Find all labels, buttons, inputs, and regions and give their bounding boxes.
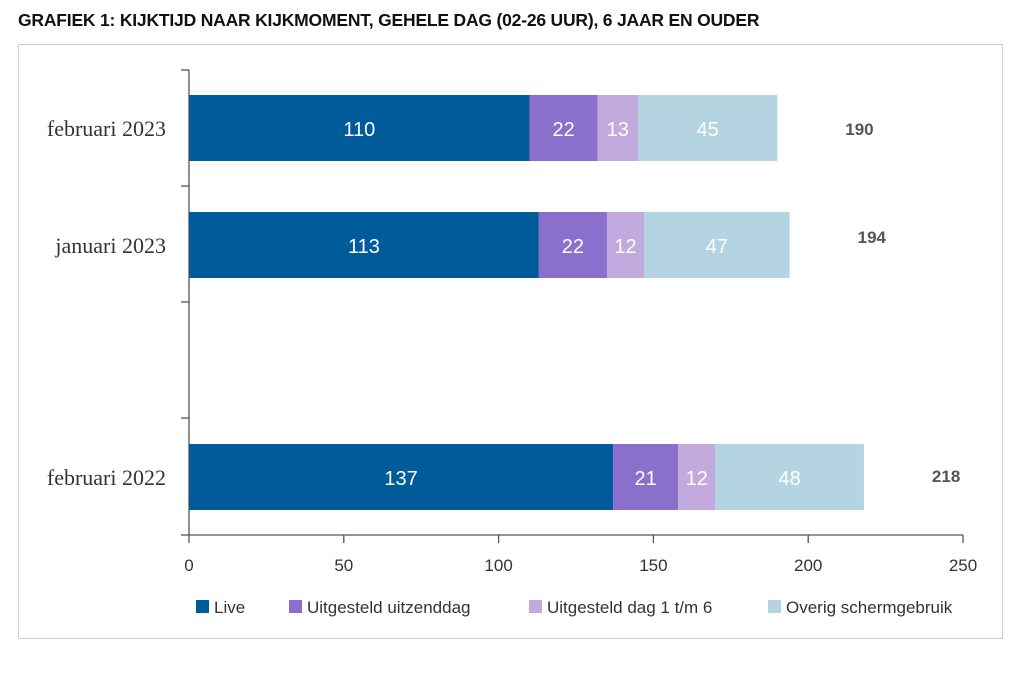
bar-data-label: 13 [607, 119, 629, 141]
x-tick-label: 50 [334, 556, 353, 575]
legend-swatch [289, 600, 302, 613]
x-tick-label: 0 [184, 556, 193, 575]
bar-segment [538, 212, 607, 278]
bar-segment [529, 95, 598, 161]
legend-label: Overig schermgebruik [786, 598, 953, 617]
bar-segment [678, 444, 716, 510]
chart-title: GRAFIEK 1: KIJKTIJD NAAR KIJKMOMENT, GEH… [18, 10, 760, 30]
bar-segment [644, 212, 790, 278]
bar-data-label: 48 [778, 468, 800, 490]
bar-segment [715, 444, 864, 510]
bar-segment [189, 444, 614, 510]
bar-data-label: 45 [696, 119, 718, 141]
bar-total-label: 194 [858, 228, 887, 247]
bar-data-label: 22 [552, 119, 574, 141]
x-tick-label: 100 [484, 556, 512, 575]
bar-segment [613, 444, 679, 510]
bar-data-label: 22 [562, 236, 584, 258]
legend-label: Uitgesteld uitzenddag [307, 598, 471, 617]
category-label: februari 2022 [47, 465, 166, 490]
bar-data-label: 110 [343, 119, 375, 141]
x-tick-label: 150 [639, 556, 667, 575]
legend-swatch [529, 600, 542, 613]
bar-segment [597, 95, 638, 161]
bar-total-label: 190 [845, 120, 873, 139]
legend-label: Live [214, 598, 245, 617]
category-label: februari 2023 [47, 116, 166, 141]
legend-label: Uitgesteld dag 1 t/m 6 [547, 598, 712, 617]
bar-data-label: 47 [706, 236, 728, 258]
legend-swatch [768, 600, 781, 613]
x-tick-label: 200 [794, 556, 822, 575]
bar-data-label: 12 [614, 236, 636, 258]
bar-data-label: 137 [384, 468, 417, 490]
bar-data-label: 12 [686, 468, 708, 490]
bar-total-label: 218 [932, 467, 960, 486]
bar-segment [637, 95, 778, 161]
bar-data-label: 21 [635, 468, 657, 490]
bar-segment [189, 95, 530, 161]
legend-swatch [196, 600, 209, 613]
bar-segment [189, 212, 539, 278]
bar-data-label: 113 [348, 236, 380, 258]
chart-frame [18, 44, 1003, 639]
bar-segment [606, 212, 645, 278]
x-tick-label: 250 [949, 556, 977, 575]
category-label: januari 2023 [54, 233, 166, 258]
